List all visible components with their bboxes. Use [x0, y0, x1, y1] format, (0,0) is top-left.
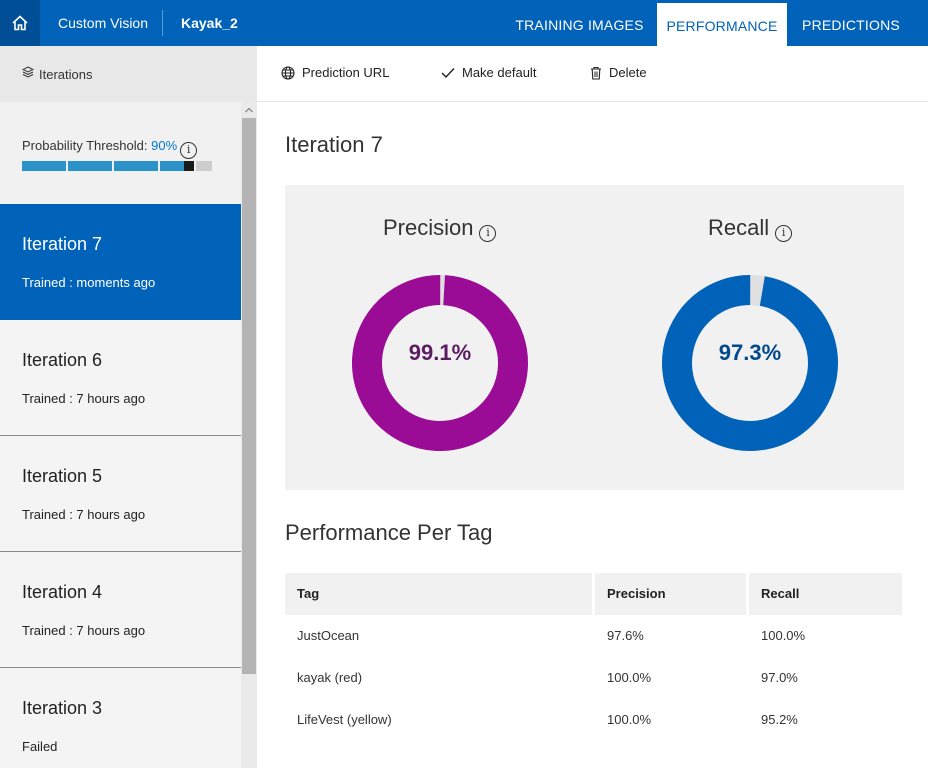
globe-icon [281, 65, 295, 80]
tab-training-images[interactable]: TRAINING IMAGES [515, 17, 644, 33]
iteration-heading: Iteration 7 [285, 132, 383, 157]
metrics-panel: Precision i Recall i 99.1% 97.3% [285, 185, 904, 490]
precision-donut-arc [352, 275, 528, 451]
iteration-item[interactable]: Iteration 4 Trained : 7 hours ago [0, 552, 241, 668]
prediction-url-label: Prediction URL [302, 65, 390, 80]
probability-threshold: Probability Threshold: 90% i [0, 102, 241, 204]
iteration-status: Trained : moments ago [22, 275, 156, 290]
slider-track-segment [68, 161, 112, 171]
iteration-title: Iteration 3 [22, 698, 103, 718]
sidebar-header-label: Iterations [39, 67, 93, 82]
recall-cell: 100.0% [761, 628, 806, 643]
scroll-up-arrow-icon[interactable] [244, 105, 254, 115]
column-header-tag[interactable]: Tag [285, 573, 592, 615]
checkmark-icon [441, 67, 455, 78]
slider-track-segment [114, 161, 158, 171]
app-name-link[interactable]: Custom Vision [58, 15, 149, 31]
table-header-row: Tag Precision Recall [285, 573, 902, 615]
project-name[interactable]: Kayak_2 [181, 15, 238, 31]
threshold-slider[interactable] [22, 161, 212, 171]
iteration-status: Failed [22, 739, 58, 754]
recall-title: Recall i [708, 215, 793, 242]
threshold-value: 90% [151, 138, 178, 153]
slider-track-segment [22, 161, 66, 171]
recall-label: Recall [708, 215, 770, 240]
tab-performance[interactable]: PERFORMANCE [657, 3, 787, 46]
tag-cell: JustOcean [297, 628, 360, 643]
delete-label: Delete [609, 65, 647, 80]
toolbar: Prediction URL Make default Delete [257, 46, 928, 102]
column-header-precision[interactable]: Precision [595, 573, 746, 615]
table-row: kayak (red) 100.0% 97.0% [285, 657, 902, 699]
sidebar-scrollbar[interactable] [241, 102, 257, 768]
info-icon[interactable]: i [180, 142, 198, 159]
recall-cell: 97.0% [761, 670, 798, 685]
precision-label: Precision [383, 215, 474, 240]
sidebar-header: Iterations [0, 46, 257, 102]
home-button[interactable] [0, 0, 40, 46]
precision-cell: 100.0% [607, 670, 652, 685]
tag-cell: kayak (red) [297, 670, 363, 685]
precision-cell: 100.0% [607, 712, 652, 727]
iteration-title: Iteration 4 [22, 582, 103, 602]
table-row: JustOcean 97.6% 100.0% [285, 615, 902, 657]
performance-per-tag-heading: Performance Per Tag [285, 520, 493, 545]
make-default-button[interactable]: Make default [441, 65, 536, 80]
iteration-status: Trained : 7 hours ago [22, 507, 146, 522]
recall-donut-chart [662, 275, 838, 451]
precision-title: Precision i [383, 215, 497, 242]
header-divider [162, 10, 163, 36]
table-row: LifeVest (yellow) 100.0% 95.2% [285, 699, 902, 741]
tab-predictions[interactable]: PREDICTIONS [802, 17, 900, 33]
make-default-label: Make default [462, 65, 537, 80]
iteration-item[interactable]: Iteration 6 Trained : 7 hours ago [0, 320, 241, 436]
recall-value: 97.3% [718, 340, 782, 365]
threshold-label: Probability Threshold: [22, 138, 148, 153]
home-icon [12, 15, 28, 31]
trash-icon [591, 66, 601, 80]
precision-donut-chart [352, 275, 528, 451]
recall-cell: 95.2% [761, 712, 798, 727]
delete-button[interactable]: Delete [590, 65, 647, 80]
iteration-item[interactable]: Iteration 3 Failed [0, 668, 241, 768]
slider-thumb[interactable] [184, 161, 194, 171]
iteration-item[interactable]: Iteration 5 Trained : 7 hours ago [0, 436, 241, 552]
precision-cell: 97.6% [607, 628, 644, 643]
precision-value: 99.1% [408, 340, 472, 365]
iteration-title: Iteration 5 [22, 466, 103, 486]
iteration-title: Iteration 6 [22, 350, 103, 370]
recall-info-icon[interactable]: i [775, 225, 793, 242]
slider-track-segment [160, 161, 184, 171]
tag-cell: LifeVest (yellow) [297, 712, 392, 727]
iteration-status: Trained : 7 hours ago [22, 391, 146, 406]
precision-info-icon[interactable]: i [479, 225, 497, 242]
iteration-item[interactable]: Iteration 7 Trained : moments ago [0, 204, 241, 320]
threshold-label-row: Probability Threshold: 90% i [22, 138, 198, 159]
scrollbar-thumb[interactable] [242, 118, 256, 674]
layers-icon [22, 66, 34, 78]
top-bar: Custom Vision Kayak_2 TRAINING IMAGES PE… [0, 0, 928, 46]
iteration-status: Trained : 7 hours ago [22, 623, 146, 638]
slider-track-remaining [196, 161, 212, 171]
column-header-recall[interactable]: Recall [749, 573, 902, 615]
iterations-sidebar: Iterations Probability Threshold: 90% i I… [0, 46, 257, 768]
iteration-title: Iteration 7 [22, 234, 103, 254]
prediction-url-button[interactable]: Prediction URL [281, 65, 389, 80]
